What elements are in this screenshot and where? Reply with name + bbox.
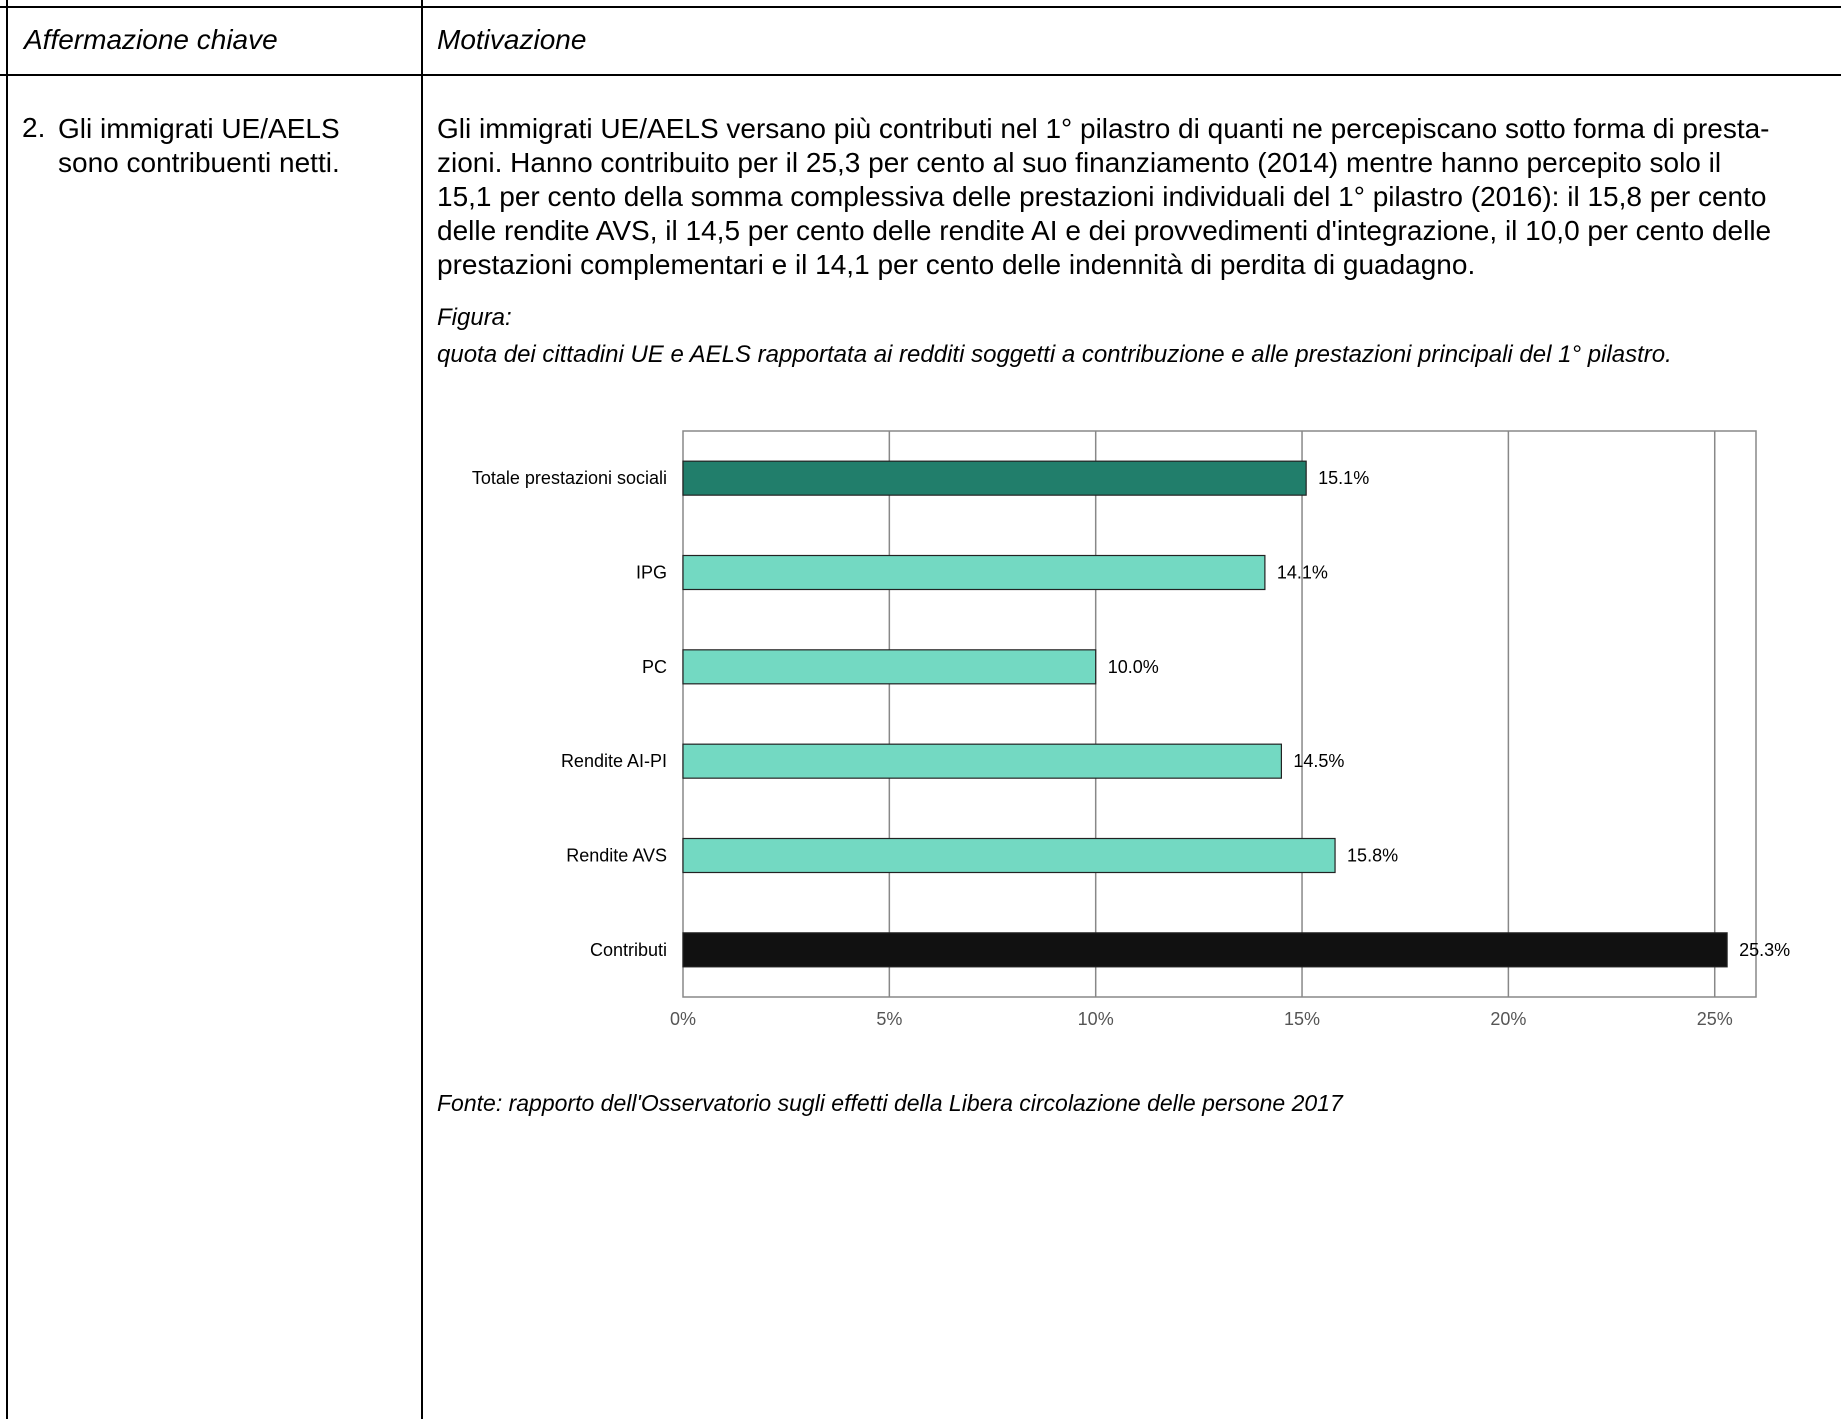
x-tick-label: 10% — [1078, 1009, 1114, 1029]
x-tick-label: 20% — [1490, 1009, 1526, 1029]
bar — [683, 744, 1281, 778]
bar — [683, 650, 1096, 684]
category-label: Totale prestazioni sociali — [472, 468, 667, 488]
bar — [683, 839, 1335, 873]
category-label: Contributi — [590, 940, 667, 960]
bar — [683, 933, 1727, 967]
x-tick-label: 5% — [876, 1009, 902, 1029]
data-label: 15.1% — [1318, 468, 1369, 488]
data-label: 10.0% — [1108, 657, 1159, 677]
category-label: Rendite AI-PI — [561, 751, 667, 771]
category-label: PC — [642, 657, 667, 677]
x-tick-label: 15% — [1284, 1009, 1320, 1029]
x-tick-label: 25% — [1697, 1009, 1733, 1029]
bar — [683, 461, 1306, 495]
data-label: 15.8% — [1347, 846, 1398, 866]
category-label: IPG — [636, 563, 667, 583]
bar — [683, 556, 1265, 590]
data-label: 14.5% — [1293, 751, 1344, 771]
x-tick-label: 0% — [670, 1009, 696, 1029]
category-label: Rendite AVS — [566, 846, 667, 866]
plot-area-frame — [683, 431, 1756, 997]
source-note: Fonte: rapporto dell'Osservatorio sugli … — [437, 1090, 1343, 1117]
data-label: 14.1% — [1277, 563, 1328, 583]
bar-chart: 0% 5% 10% 15% 20% 25% Totale prestazioni socia… — [0, 0, 1841, 1060]
data-label: 25.3% — [1739, 940, 1790, 960]
